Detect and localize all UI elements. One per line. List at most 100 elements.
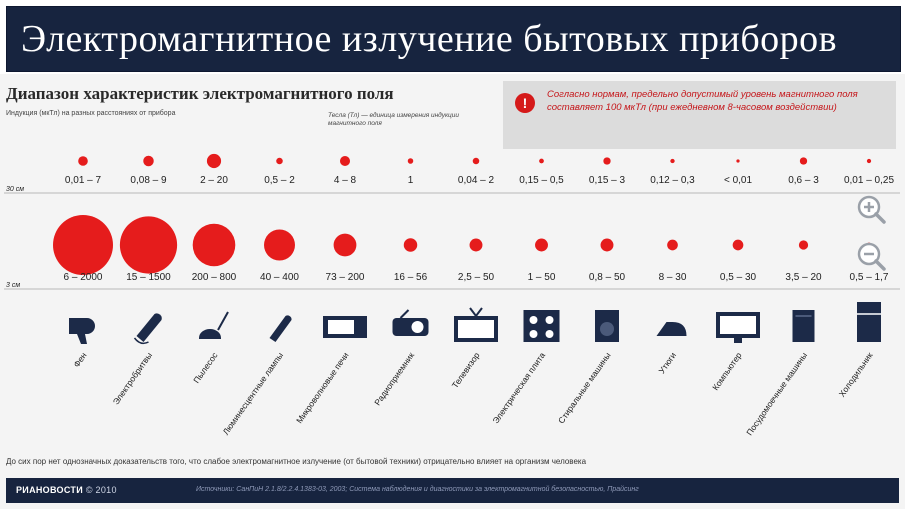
range-label-3cm-7: 1 – 50 xyxy=(528,272,556,283)
header: Электромагнитное излучение бытовых прибо… xyxy=(0,0,905,74)
dot-3cm-9 xyxy=(667,239,678,251)
dishwasher-body xyxy=(792,310,815,342)
title-bar: Электромагнитное излучение бытовых прибо… xyxy=(6,6,901,72)
norm-callout: ! Согласно нормам, предельно допустимый … xyxy=(503,81,896,149)
range-label-3cm-9: 8 – 30 xyxy=(659,272,687,283)
dot-30cm-6 xyxy=(472,157,480,165)
fridge-body xyxy=(857,302,881,342)
dot-3cm-7 xyxy=(535,238,548,252)
dot-30cm-8 xyxy=(603,157,611,165)
stove-burner-2 xyxy=(529,330,538,338)
appliance-label-6: Телевизор xyxy=(450,350,482,390)
electric-shaver-icon xyxy=(133,313,162,345)
range-label-30cm-10: < 0,01 xyxy=(724,175,753,186)
shaver-cord xyxy=(133,337,149,345)
footer-note: До сих пор нет однозначных доказательств… xyxy=(6,457,587,466)
dot-30cm-2 xyxy=(206,153,222,169)
appliance-label-8: Стиральные машины xyxy=(556,350,613,425)
vacuum-cleaner-icon xyxy=(198,311,229,339)
dot-30cm-9 xyxy=(670,158,675,164)
footer-logo-text: РИАНОВОСТИ xyxy=(16,485,83,495)
refrigerator-icon xyxy=(857,302,881,342)
radio-antenna xyxy=(399,309,410,319)
range-label-3cm-5: 16 – 56 xyxy=(394,272,428,283)
appliance-label-0: Фен xyxy=(71,350,88,369)
radio-icon xyxy=(392,309,429,336)
norm-text: Согласно нормам, предельно допустимый ур… xyxy=(547,89,858,113)
tv-icon xyxy=(454,307,498,342)
chart-subtitle: Диапазон характеристик электромагнитного… xyxy=(6,84,394,103)
dot-3cm-10 xyxy=(732,239,744,251)
dot-3cm-2 xyxy=(192,223,236,267)
monitor-screen xyxy=(720,316,756,334)
iron-shape xyxy=(656,322,687,336)
footer-year: © 2010 xyxy=(85,485,117,495)
dot-3cm-4 xyxy=(333,233,357,257)
stove-body xyxy=(523,310,560,342)
range-label-3cm-8: 0,8 – 50 xyxy=(589,272,626,283)
appliance-label-1: Электробритвы xyxy=(111,350,154,406)
footer-logo: РИАНОВОСТИ © 2010 xyxy=(16,485,117,495)
range-label-30cm-5: 1 xyxy=(408,175,414,186)
shaver-shape xyxy=(136,313,162,342)
row-label-30cm: 30 см xyxy=(6,186,24,193)
computer-icon xyxy=(716,312,760,343)
page-title: Электромагнитное излучение бытовых прибо… xyxy=(21,18,838,60)
vacuum-shape xyxy=(198,311,229,339)
appliance-label-5: Радиоприемник xyxy=(372,350,416,407)
appliance-label-10: Компьютер xyxy=(710,350,744,392)
lamp-shape xyxy=(269,315,292,342)
zoom-out-icon[interactable] xyxy=(856,241,886,271)
dot-3cm-1 xyxy=(119,216,178,274)
range-label-30cm-11: 0,6 – 3 xyxy=(788,175,819,186)
range-label-3cm-3: 40 – 400 xyxy=(260,272,299,283)
range-label-3cm-6: 2,5 – 50 xyxy=(458,272,495,283)
range-label-30cm-2: 2 – 20 xyxy=(200,175,228,186)
dot-30cm-3 xyxy=(276,157,283,165)
row-label-3cm: 3 см xyxy=(6,282,20,289)
dot-30cm-11 xyxy=(799,157,808,165)
range-label-3cm-2: 200 – 800 xyxy=(192,272,237,283)
dot-3cm-5 xyxy=(403,238,418,252)
dot-30cm-7 xyxy=(539,158,544,164)
appliance-label-4: Микроволновые печи xyxy=(294,350,351,425)
range-label-30cm-1: 0,08 – 9 xyxy=(130,175,167,186)
range-label-3cm-12: 0,5 – 1,7 xyxy=(850,272,889,283)
range-label-30cm-4: 4 – 8 xyxy=(334,175,357,186)
appliance-label-12: Холодильник xyxy=(837,350,875,399)
appliance-label-9: Утюги xyxy=(656,350,678,375)
warning-icon: ! xyxy=(515,93,535,113)
stove-burner-0 xyxy=(529,316,538,324)
chart-caption: Индукция (мкТл) на разных расстояниях от… xyxy=(6,110,176,117)
unit-note: Тесла (Тл) — единица измерения индукции … xyxy=(328,112,459,128)
stove-burner-1 xyxy=(545,316,554,324)
tv-screen xyxy=(458,320,494,338)
dot-3cm-8 xyxy=(600,238,614,252)
range-label-3cm-0: 6 – 2000 xyxy=(64,272,103,283)
chart-area: 30 см 3 см 0,01 – 7 0,08 – 9 2 – 20 0,5 – 2 4 … xyxy=(4,153,900,437)
hair-dryer-shape xyxy=(69,318,95,344)
footer-bar: РИАНОВОСТИ © 2010 Источники: СанПиН 2.1.… xyxy=(6,478,899,503)
range-label-30cm-6: 0,04 – 2 xyxy=(458,175,495,186)
zoom-in-icon[interactable] xyxy=(856,194,886,224)
dot-3cm-11 xyxy=(798,240,809,250)
range-label-3cm-1: 15 – 1500 xyxy=(126,272,171,283)
microwave-icon xyxy=(323,316,367,338)
tv-antenna xyxy=(469,307,483,318)
radio-speaker xyxy=(411,321,424,333)
appliance-label-11: Посудомоечные машины xyxy=(744,350,809,437)
microwave-window xyxy=(328,320,354,334)
monitor-stand xyxy=(734,338,742,343)
hair-dryer-icon xyxy=(69,318,95,344)
range-label-30cm-12: 0,01 – 0,25 xyxy=(844,175,894,186)
dot-30cm-5 xyxy=(407,158,414,164)
dishwasher-icon xyxy=(792,310,815,342)
footer-source: Источники: СанПиН 2.1.8/2.2.4.1383-03, 2… xyxy=(196,486,639,493)
range-label-30cm-9: 0,12 – 0,3 xyxy=(650,175,695,186)
washing-machine-icon xyxy=(595,310,619,342)
dot-3cm-3 xyxy=(264,229,295,261)
appliance-label-7: Электрическая плита xyxy=(490,350,547,425)
stove-burner-3 xyxy=(545,330,554,338)
range-label-30cm-3: 0,5 – 2 xyxy=(264,175,295,186)
